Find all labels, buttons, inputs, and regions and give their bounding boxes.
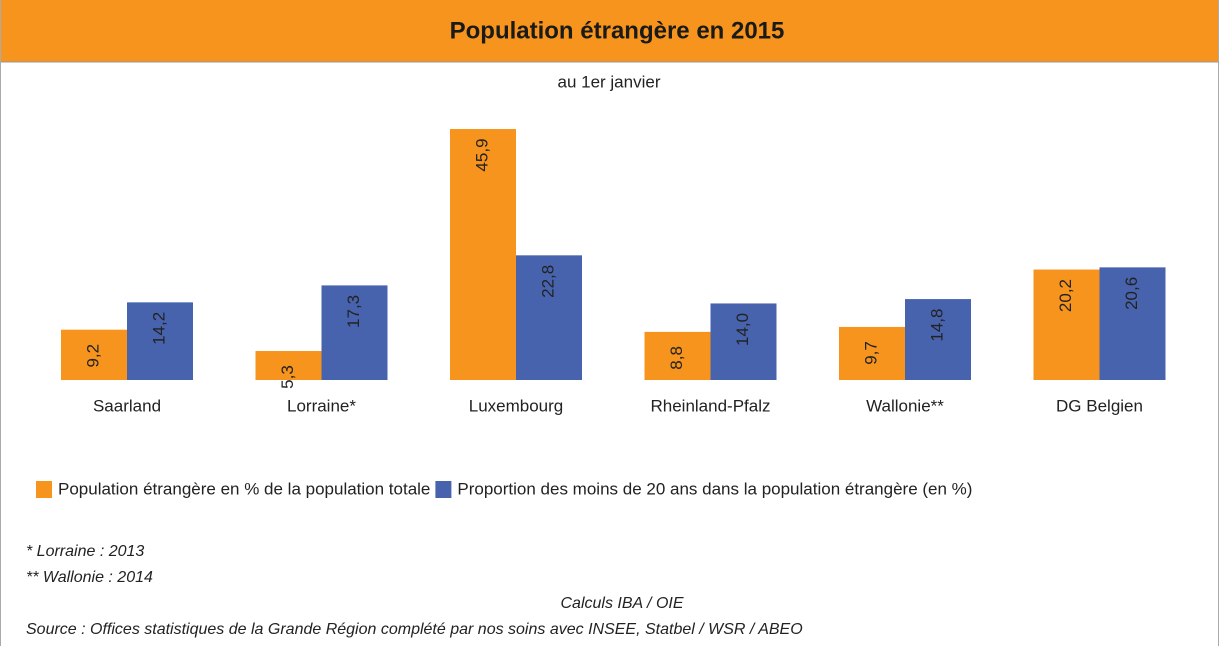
note: ** Wallonie : 2014 (26, 569, 153, 586)
bar (1099, 267, 1166, 380)
bar (839, 326, 905, 380)
x-tick-label: Saarland (93, 396, 161, 415)
x-tick-label: Wallonie** (866, 396, 944, 415)
legend-swatch (435, 481, 452, 498)
source: Source : Offices statistiques de la Gran… (26, 621, 803, 638)
data-label: 8,8 (667, 346, 686, 370)
bar (710, 303, 777, 380)
bar (516, 255, 582, 380)
bar (61, 329, 127, 380)
data-label: 14,0 (733, 313, 752, 346)
bar (905, 299, 971, 380)
data-label: 45,9 (472, 138, 491, 171)
chart-subtitle: au 1er janvier (557, 72, 660, 91)
data-label: 17,3 (344, 295, 363, 328)
data-label: 20,6 (1122, 277, 1141, 310)
data-label: 9,7 (861, 341, 880, 365)
data-label: 9,2 (83, 344, 102, 368)
bar (255, 351, 322, 380)
x-tick-label: Lorraine* (287, 396, 356, 415)
legend-label: Population étrangère en % de la populati… (58, 479, 430, 498)
data-label: 14,2 (149, 312, 168, 345)
x-tick-label: Rheinland-Pfalz (650, 396, 770, 415)
bar (1033, 269, 1100, 380)
x-tick-label: Luxembourg (469, 396, 564, 415)
title-band (0, 0, 1219, 62)
bar (450, 129, 516, 380)
note: * Lorraine : 2013 (26, 543, 144, 560)
legend-label: Proportion des moins de 20 ans dans la p… (457, 479, 972, 498)
legend-swatch (36, 481, 52, 498)
chart-title: Population étrangère en 2015 (450, 17, 785, 44)
data-label: 14,8 (927, 309, 946, 342)
data-label: 22,8 (538, 265, 557, 298)
bar (321, 285, 388, 380)
credit: Calculs IBA / OIE (561, 595, 684, 612)
data-label: 5,3 (278, 365, 297, 389)
data-label: 20,2 (1056, 279, 1075, 312)
bar (644, 331, 711, 380)
x-tick-label: DG Belgien (1056, 396, 1143, 415)
bar (127, 302, 193, 380)
